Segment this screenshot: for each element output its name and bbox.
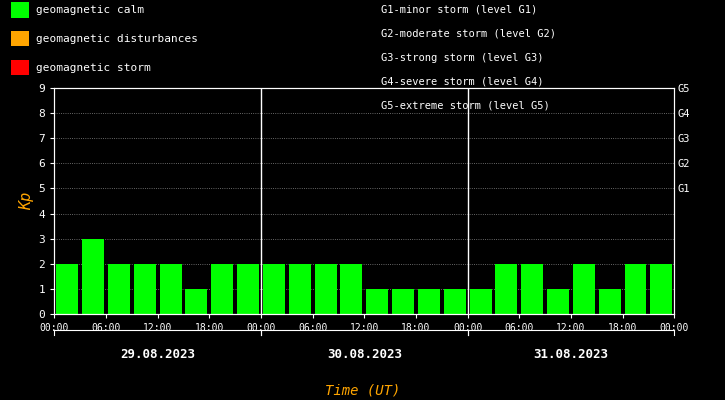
Bar (186, 289, 207, 314)
Bar (366, 289, 388, 314)
Bar (108, 264, 130, 314)
Bar (263, 264, 285, 314)
Bar (160, 264, 181, 314)
Bar (521, 264, 543, 314)
Bar (237, 264, 259, 314)
Text: 30.08.2023: 30.08.2023 (327, 348, 402, 361)
Bar (289, 264, 311, 314)
Bar (444, 289, 465, 314)
Bar (134, 264, 156, 314)
Text: geomagnetic calm: geomagnetic calm (36, 5, 144, 15)
Bar (418, 289, 440, 314)
Text: Time (UT): Time (UT) (325, 384, 400, 398)
Bar (470, 289, 492, 314)
Text: geomagnetic storm: geomagnetic storm (36, 63, 151, 73)
Bar (650, 264, 672, 314)
Text: G3-strong storm (level G3): G3-strong storm (level G3) (381, 53, 543, 63)
Text: 29.08.2023: 29.08.2023 (120, 348, 195, 361)
Bar (82, 239, 104, 314)
Bar (573, 264, 594, 314)
Bar (392, 289, 414, 314)
Bar (547, 289, 569, 314)
Y-axis label: Kp: Kp (20, 192, 34, 210)
Bar (315, 264, 336, 314)
Text: G2-moderate storm (level G2): G2-moderate storm (level G2) (381, 29, 555, 39)
Bar (57, 264, 78, 314)
Text: geomagnetic disturbances: geomagnetic disturbances (36, 34, 198, 44)
Bar (599, 289, 621, 314)
Text: G4-severe storm (level G4): G4-severe storm (level G4) (381, 77, 543, 87)
Bar (495, 264, 518, 314)
Text: G5-extreme storm (level G5): G5-extreme storm (level G5) (381, 101, 550, 111)
Text: 31.08.2023: 31.08.2023 (534, 348, 608, 361)
Bar (624, 264, 647, 314)
Text: G1-minor storm (level G1): G1-minor storm (level G1) (381, 5, 537, 15)
Bar (341, 264, 362, 314)
Bar (211, 264, 233, 314)
